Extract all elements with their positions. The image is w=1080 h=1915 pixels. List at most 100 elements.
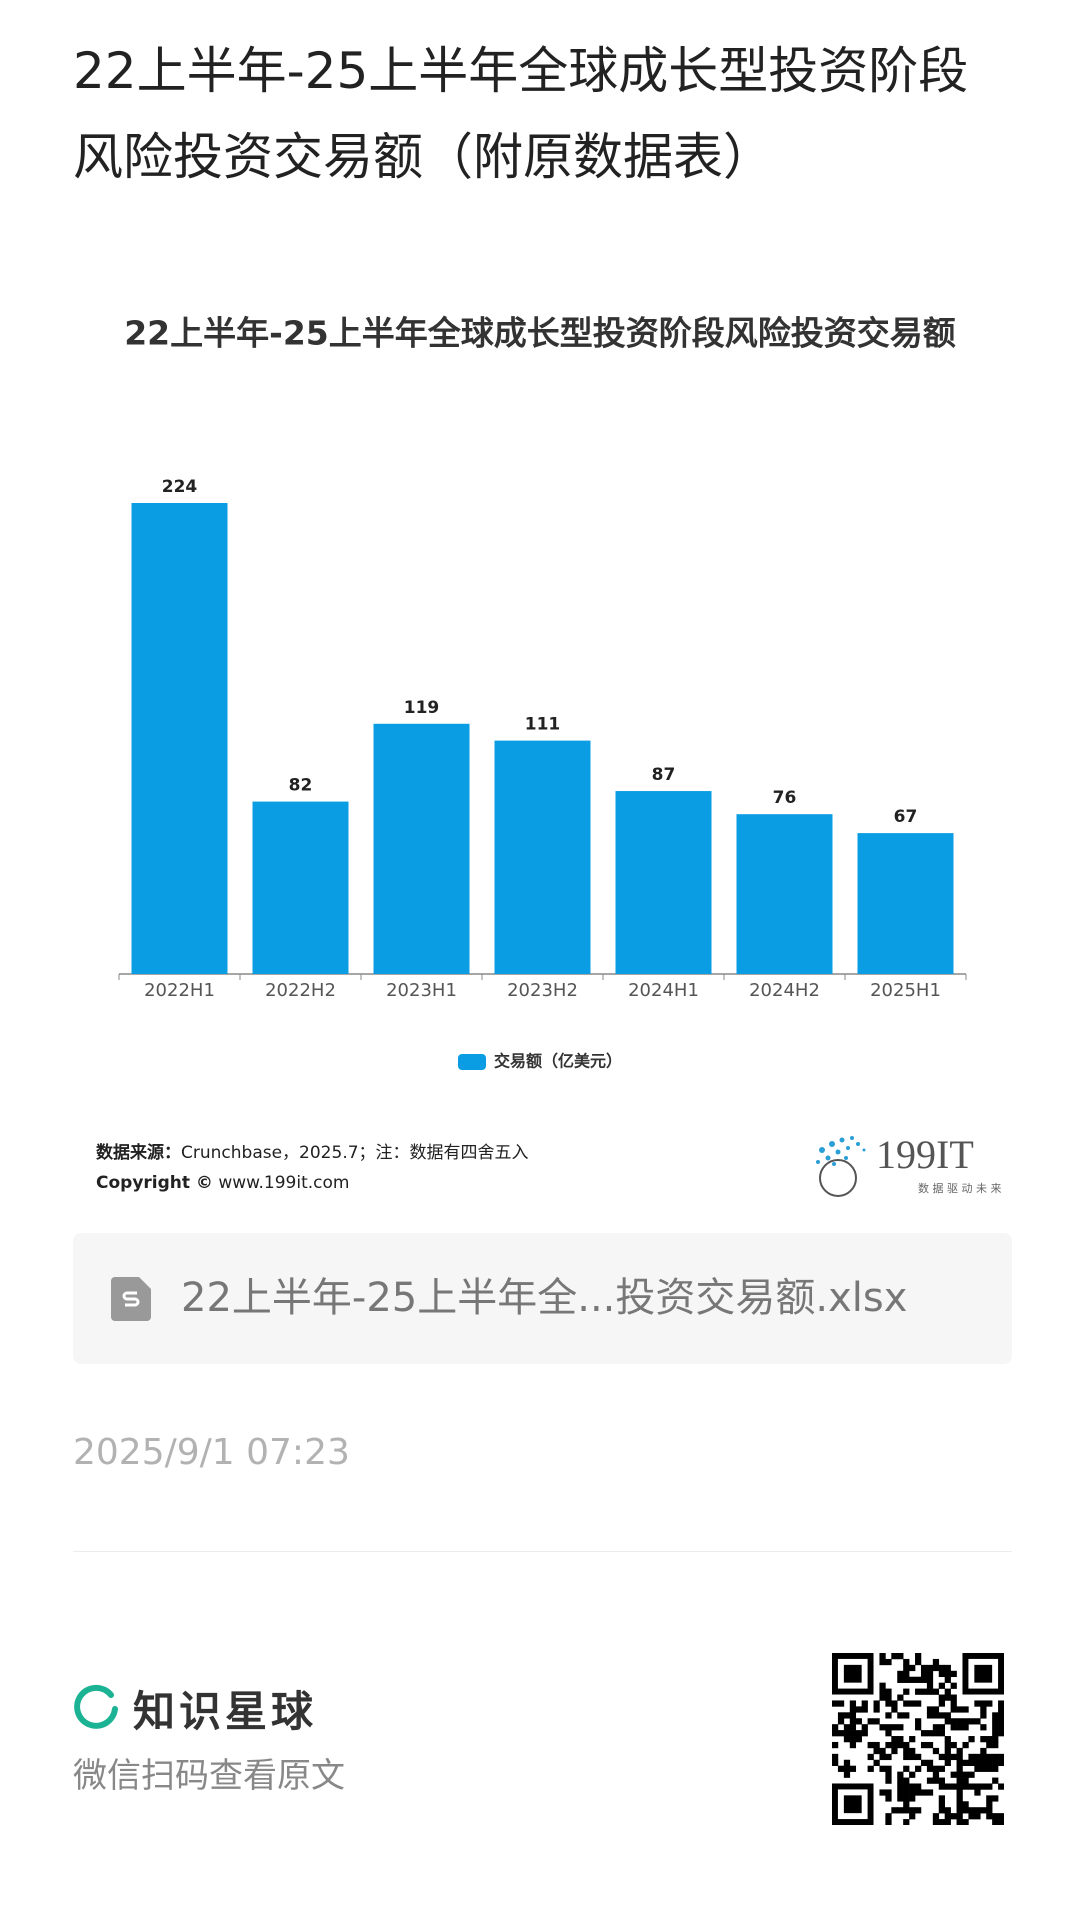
qr-module <box>992 1813 999 1820</box>
qr-module <box>909 1676 916 1683</box>
qr-module <box>909 1664 916 1672</box>
qr-module <box>992 1765 999 1772</box>
qr-module <box>861 1700 868 1707</box>
qr-module <box>944 1819 951 1825</box>
qr-module <box>879 1765 886 1772</box>
qr-module <box>885 1765 892 1772</box>
qr-module <box>897 1676 904 1683</box>
qr-module <box>909 1807 916 1814</box>
qr-module <box>832 1724 839 1731</box>
qr-module <box>915 1807 922 1814</box>
qr-module <box>962 1741 969 1749</box>
qr-module <box>956 1747 963 1755</box>
qr-module <box>837 1700 845 1707</box>
qr-module <box>926 1741 934 1749</box>
qr-module <box>885 1712 892 1719</box>
qr-module <box>956 1795 963 1802</box>
qr-module <box>909 1813 916 1820</box>
qr-module <box>849 1741 857 1749</box>
qr-module <box>855 1730 862 1737</box>
qr-module <box>903 1783 910 1790</box>
qr-module <box>873 1741 880 1749</box>
qr-module <box>891 1724 898 1731</box>
qr-module <box>944 1807 951 1814</box>
qr-module <box>980 1753 987 1761</box>
qr-module <box>932 1688 940 1695</box>
qr-module <box>873 1706 880 1713</box>
copyright-line: Copyright © www.199it.com <box>96 1168 529 1198</box>
copyright-label: Copyright © <box>96 1173 213 1193</box>
attachment[interactable]: 22上半年-25上半年全...投资交易额.xlsx <box>73 1233 1012 1364</box>
qr-module <box>938 1777 945 1784</box>
qr-module <box>944 1736 951 1743</box>
qr-code[interactable] <box>832 1653 1004 1825</box>
qr-module <box>879 1653 886 1660</box>
qr-module <box>938 1819 945 1825</box>
qr-module <box>909 1795 916 1802</box>
logo-icon <box>816 1136 866 1197</box>
qr-module <box>926 1682 934 1689</box>
qr-module <box>903 1807 910 1814</box>
qr-module <box>944 1747 951 1755</box>
qr-module <box>885 1724 892 1731</box>
qr-module <box>992 1819 999 1825</box>
qr-module <box>974 1718 981 1725</box>
qr-module <box>944 1670 951 1678</box>
qr-finder <box>974 1664 993 1683</box>
qr-module <box>932 1730 940 1737</box>
qr-module <box>986 1753 993 1761</box>
file-icon <box>111 1277 151 1321</box>
x-tick-label: 2023H2 <box>507 980 578 1001</box>
qr-module <box>956 1718 963 1725</box>
qr-module <box>986 1700 993 1707</box>
qr-module <box>956 1819 963 1825</box>
qr-module <box>944 1688 951 1695</box>
qr-module <box>974 1765 981 1772</box>
qr-module <box>897 1789 904 1796</box>
qr-module <box>920 1664 928 1672</box>
qr-module <box>956 1765 963 1772</box>
qr-module <box>986 1759 993 1766</box>
qr-module <box>938 1670 945 1678</box>
qr-module <box>938 1682 945 1689</box>
legend-label: 交易额（亿美元） <box>494 1052 622 1071</box>
qr-module <box>843 1712 851 1719</box>
qr-module <box>968 1753 975 1761</box>
legend-swatch <box>458 1054 486 1070</box>
qr-module <box>897 1771 904 1778</box>
qr-module <box>950 1783 957 1790</box>
qr-module <box>980 1783 987 1790</box>
qr-module <box>980 1807 987 1814</box>
qr-module <box>932 1712 940 1719</box>
qr-module <box>885 1741 892 1749</box>
qr-module <box>903 1658 910 1666</box>
qr-module <box>903 1747 910 1755</box>
qr-module <box>897 1712 904 1719</box>
qr-module <box>974 1753 981 1761</box>
qr-module <box>903 1765 910 1772</box>
qr-module <box>897 1777 904 1784</box>
qr-module <box>998 1759 1004 1766</box>
qr-module <box>998 1706 1004 1713</box>
qr-module <box>998 1783 1004 1790</box>
qr-module <box>903 1789 910 1796</box>
qr-module <box>915 1676 922 1683</box>
qr-module <box>915 1789 922 1796</box>
qr-module <box>909 1736 916 1743</box>
qr-module <box>926 1712 934 1719</box>
qr-module <box>932 1813 940 1820</box>
qr-module <box>897 1653 904 1660</box>
qr-module <box>832 1759 839 1766</box>
qr-module <box>998 1813 1004 1820</box>
qr-module <box>861 1706 868 1713</box>
qr-module <box>926 1789 934 1796</box>
qr-module <box>915 1653 922 1660</box>
x-tick-label: 2024H1 <box>628 980 699 1001</box>
qr-module <box>980 1765 987 1772</box>
qr-module <box>962 1771 969 1778</box>
qr-module <box>938 1730 945 1737</box>
qr-module <box>867 1765 874 1772</box>
qr-module <box>903 1712 910 1719</box>
source-text: Crunchbase，2025.7；注：数据有四舍五入 <box>181 1143 529 1163</box>
qr-module <box>962 1819 969 1825</box>
